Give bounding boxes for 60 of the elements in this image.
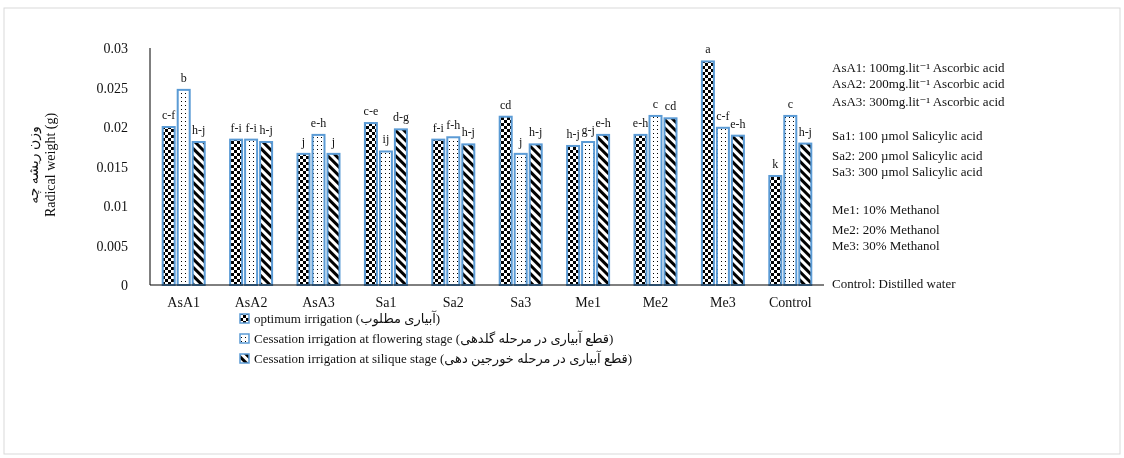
data-label: e-h [310,115,327,130]
x-tick-label: Me1 [575,295,601,310]
data-label: h-j [192,123,206,138]
x-tick-label: AsA1 [167,295,201,310]
data-label: e-h [730,116,746,131]
data-label: c-f [716,108,730,123]
text: Control: Distilled water [832,276,957,291]
y-tick-label: 0.015 [96,159,128,175]
data-label: c-f [162,108,176,122]
x-tick-label: Sa3 [510,295,532,310]
y-tick-label: 0.005 [96,238,128,254]
data-label: f-i [432,120,445,135]
data-label: h-j [259,123,273,138]
text: AsA2: 200mg.lit⁻¹ Ascorbic acid [832,76,1006,91]
legend-label: optimum irrigation (آبیاری مطلوب) [254,310,441,327]
x-tick-label: Control [768,295,812,310]
y-tick-label: 0.02 [103,120,128,135]
data-label: h-j [529,125,543,140]
data-label: j [300,134,306,149]
y-tick-label: 0.01 [103,199,128,214]
x-tick-label: Sa2 [442,295,464,310]
text: AsA3: 300mg.lit⁻¹ Ascorbic acid [832,94,1006,109]
text: Sa3: 300 µmol Salicylic acid [832,164,983,179]
data-label: g-j [581,123,595,138]
data-label: c [787,96,793,111]
legend-label: Cessation irrigation at flowering stage (قطع آبیاری در مرحله گلدهی) [254,330,614,347]
text: Me2: 20% Methanol [832,222,940,237]
text: Me1: 10% Methanol [832,202,940,217]
text: Sa1: 100 µmol Salicylic acid [832,128,983,143]
y-tick-label: 0.03 [103,41,128,56]
data-label: e-h [595,115,611,130]
data-label: j [330,134,336,149]
data-label: f-i [230,120,243,135]
y-tick-label: 0 [121,278,128,293]
x-tick-label: Sa1 [375,295,397,310]
data-label: a [705,42,712,57]
text: Me3: 30% Methanol [832,238,940,253]
data-label: f-i [245,120,258,135]
legend-label: Cessation irrigation at silique stage (قطع آبیاری در مرحله خورجین دهی) [254,350,633,367]
x-tick-label: Me2 [642,295,669,310]
data-label: h-j [461,125,475,140]
data-label: c-e [363,104,379,119]
x-tick-label: Me3 [710,295,736,310]
y-tick-label: 0.025 [96,80,128,96]
text: Sa2: 200 µmol Salicylic acid [832,148,983,163]
x-tick-label: AsA2 [234,295,268,310]
data-label: h-j [798,124,812,139]
data-label: c [652,96,659,111]
data-label: h-j [566,126,580,141]
data-label: d-g [392,110,409,125]
data-label: f-h [446,118,461,133]
data-label: k [772,156,779,171]
x-tick-label: AsA3 [302,295,335,310]
data-label: cd [664,99,677,114]
text: AsA1: 100mg.lit⁻¹ Ascorbic acid [832,60,1006,75]
data-label: e-h [632,115,649,130]
data-label: b [180,70,187,85]
data-label: cd [500,97,512,112]
data-label: j [518,134,523,149]
data-label: ij [382,132,390,147]
